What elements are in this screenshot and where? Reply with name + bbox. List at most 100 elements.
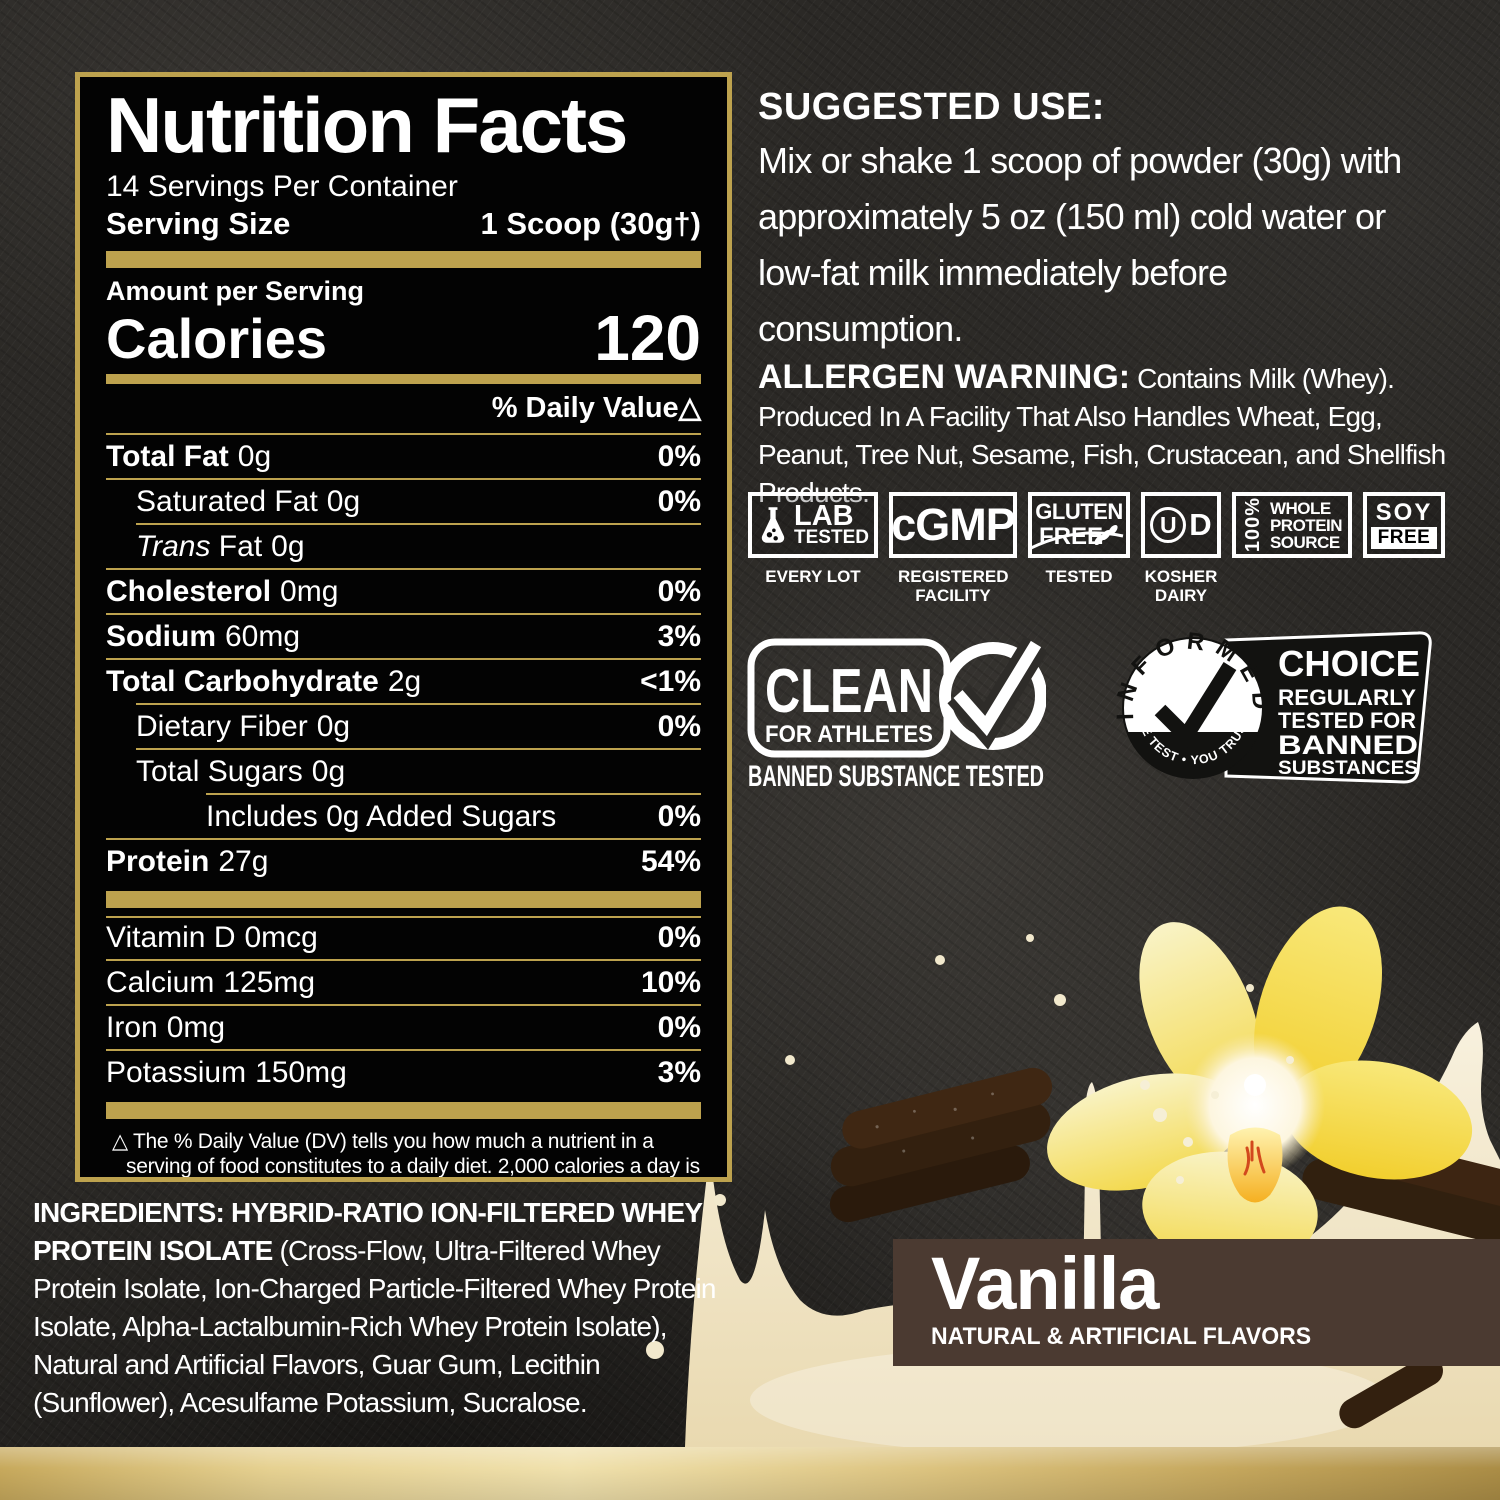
serving-size-row: Serving Size 1 Scoop (30g†): [106, 205, 701, 243]
badge-cgmp: cGMP REGISTERED FACILITY: [889, 492, 1017, 605]
nutrient-name: Sodium: [106, 620, 216, 653]
divider-thick: [106, 891, 701, 908]
kosher-sublabel: KOSHER DAIRY: [1144, 567, 1218, 605]
whole-word: WHOLE: [1269, 498, 1331, 518]
suggested-use-heading: SUGGESTED USE:: [758, 86, 1105, 128]
badge-kosher-dairy: U D KOSHER DAIRY: [1141, 492, 1221, 605]
ingredients-text: INGREDIENTS: HYBRID-RATIO ION-FILTERED W…: [33, 1194, 741, 1422]
tested-word: TESTED: [794, 526, 869, 548]
nutrient-name: Total Carbohydrate: [106, 665, 379, 698]
flavor-subtitle: NATURAL & ARTIFICIAL FLAVORS: [931, 1323, 1312, 1350]
informed-choice-logo: INFORMED WE TEST • YOU TRUST CHOICE REGU…: [1104, 617, 1443, 793]
wheat-icon: [1030, 524, 1124, 550]
nutrient-name-italic: Trans: [136, 530, 211, 563]
flavor-banner: Vanilla NATURAL & ARTIFICIAL FLAVORS: [893, 1239, 1500, 1366]
kosher-box: U D: [1141, 492, 1221, 558]
gluten-free-box: GLUTEN FREE: [1028, 492, 1130, 558]
badge-lab-tested: LAB TESTED EVERY LOT: [748, 492, 878, 586]
hundred-percent: 100%: [1241, 497, 1264, 553]
kosher-u-circle-icon: U: [1150, 507, 1187, 543]
nutrient-dv: 0%: [657, 800, 701, 833]
serving-size-value: 1 Scoop (30g†): [480, 206, 702, 241]
nutrient-row-trans-fat: Trans Fat 0g: [106, 523, 701, 568]
bottom-gold-bar: [0, 1447, 1500, 1500]
calories-value: 120: [594, 302, 701, 374]
vanilla-bean-small: [1339, 1355, 1443, 1429]
free-word: FREE: [1039, 523, 1104, 550]
nutrient-dv: 3%: [657, 1056, 701, 1089]
nutrient-dv: 0%: [657, 440, 701, 473]
micro-row-vitamin-d: Vitamin D 0mcg 0%: [106, 916, 701, 959]
nutrient-name: Total Sugars: [136, 755, 303, 788]
divider-medium: [106, 374, 701, 384]
suggested-use-body: Mix or shake 1 scoop of powder (30g) wit…: [758, 140, 1402, 349]
daily-value-header: % Daily Value△: [491, 392, 701, 424]
nutrition-facts-title: Nutrition Facts: [106, 81, 628, 169]
lab-tested-sublabel: EVERY LOT: [765, 567, 861, 586]
nutrient-name: Total Fat: [106, 440, 229, 473]
nutrient-amount: 0g: [237, 440, 272, 473]
ingredients-rest: (Cross-Flow, Ultra-Filtered Whey Protein…: [33, 1235, 716, 1418]
soy-word: SOY: [1375, 499, 1433, 526]
badge-gluten-free: GLUTEN FREE TESTED: [1028, 492, 1130, 586]
vanilla-bean-cluster: [829, 1067, 1053, 1223]
nutrient-name: Calcium: [106, 966, 215, 999]
regularly-word: REGULARLY: [1278, 685, 1416, 710]
gluten-sublabel: TESTED: [1045, 567, 1113, 586]
nutrient-dv: 0%: [657, 921, 701, 954]
nutrient-amount: 125mg: [223, 966, 316, 999]
nutrient-amount: 0g: [311, 755, 346, 788]
nutrient-row-added-sugars: Includes 0g Added Sugars 0%: [106, 793, 701, 838]
nutrient-amount: 60mg: [225, 620, 301, 653]
source-word: SOURCE: [1269, 532, 1340, 552]
certification-badges-row: LAB TESTED EVERY LOT cGMP REGISTERED FAC…: [748, 492, 1445, 605]
kosher-u: U: [1159, 511, 1177, 538]
nutrient-dv: 54%: [640, 845, 701, 878]
clean-for-athletes-logo: CLEAN FOR ATHLETES BANNED SUBSTANCE TEST…: [746, 634, 1048, 797]
amount-per-serving-label: Amount per Serving: [106, 276, 365, 306]
nutrient-row-total-fat: Total Fat 0g 0%: [106, 433, 701, 478]
clean-checkmark-icon: [939, 636, 1048, 750]
flavor-name: Vanilla: [931, 1242, 1159, 1325]
kosher-d: D: [1189, 507, 1212, 542]
cgmp-word: cGMP: [891, 499, 1016, 550]
nutrient-row-dietary-fiber: Dietary Fiber 0g 0%: [106, 703, 701, 748]
micro-row-iron: Iron 0mg 0%: [106, 1004, 701, 1049]
ingredients-lead: INGREDIENTS: HYBRID-RATIO ION-FILTERED W…: [33, 1197, 703, 1266]
nutrient-name: Includes 0g Added Sugars: [206, 800, 557, 833]
nutrient-row-total-sugars: Total Sugars 0g: [106, 748, 701, 793]
allergen-warning-body: Contains Milk (Whey). Produced In A Faci…: [758, 363, 1446, 508]
divider-thick: [106, 251, 701, 268]
nutrient-amount: 0mg: [166, 1011, 226, 1044]
soy-free-word: FREE: [1370, 527, 1438, 549]
calories-row: Calories 120: [106, 302, 701, 374]
micro-row-calcium: Calcium 125mg 10%: [106, 959, 701, 1004]
gluten-word: GLUTEN: [1035, 499, 1123, 524]
nutrient-row-protein: Protein 27g 54%: [106, 838, 701, 883]
informed-choice-box: [1224, 631, 1432, 784]
badge-whole-protein: 100% WHOLE PROTEIN SOURCE: [1232, 492, 1352, 558]
nutrition-facts-panel: Nutrition Facts 14 Servings Per Containe…: [75, 72, 732, 1182]
nutrient-row-cholesterol: Cholesterol 0mg 0%: [106, 568, 701, 613]
nutrient-amount: 0g: [316, 710, 351, 743]
nutrient-name: Vitamin D: [106, 921, 236, 954]
protein-word: PROTEIN: [1269, 515, 1343, 535]
nutrient-name: Fat: [210, 530, 263, 563]
nutrient-row-total-carbohydrate: Total Carbohydrate 2g <1%: [106, 658, 701, 703]
badge-soy-free: SOY FREE: [1363, 492, 1445, 558]
banned-substance-tested-caption: BANNED SUBSTANCE TESTED: [748, 760, 1044, 792]
informed-checkmark-icon: [1154, 662, 1237, 748]
nutrient-dv: 0%: [657, 485, 701, 518]
cgmp-box: cGMP: [889, 492, 1017, 558]
nutrient-amount: 0g: [271, 530, 305, 563]
nutrient-amount: 27g: [218, 845, 269, 878]
nutrient-name: Saturated Fat: [136, 485, 318, 518]
tested-for-word: TESTED FOR: [1278, 708, 1416, 733]
substances-word: SUBSTANCES: [1278, 758, 1418, 779]
nutrient-amount: 0g: [326, 485, 361, 518]
nutrient-name: Dietary Fiber: [136, 710, 308, 743]
calories-label: Calories: [106, 307, 327, 370]
lab-word: LAB: [794, 499, 854, 532]
clean-word: CLEAN: [765, 657, 933, 726]
